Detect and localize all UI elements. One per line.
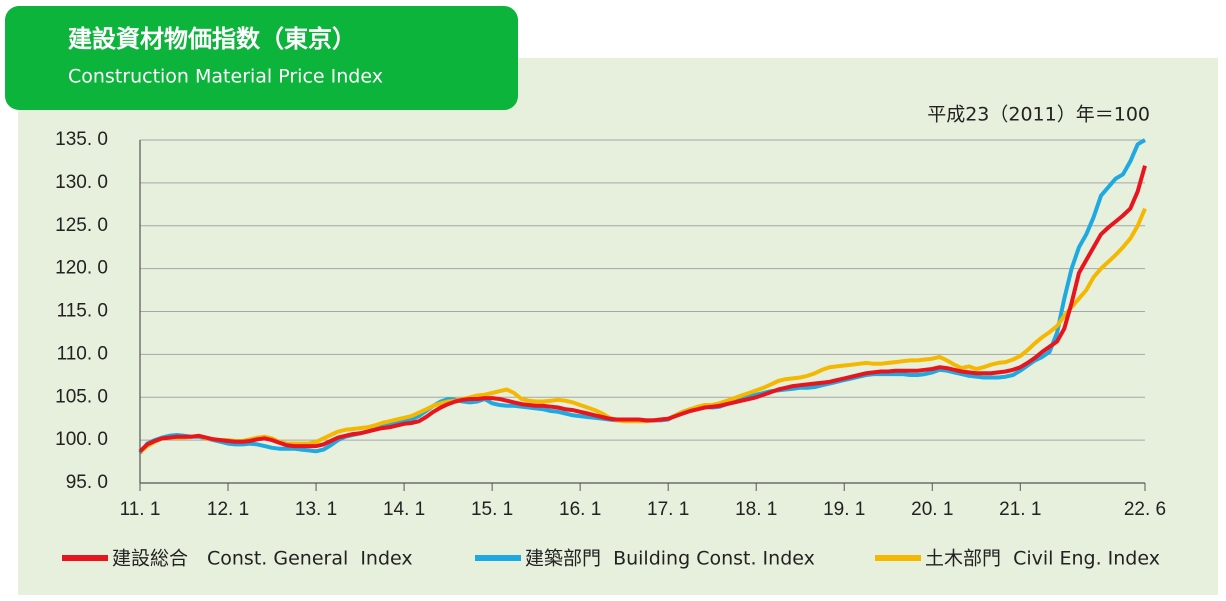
- legend-item: 建設総合 Const. General Index: [62, 548, 413, 570]
- x-tick-label: 13. 1: [295, 499, 337, 520]
- y-tick-label: 125. 0: [55, 215, 108, 236]
- x-tick-label: 14. 1: [383, 499, 425, 520]
- legend-item: 建築部門 Building Const. Index: [475, 548, 815, 570]
- y-tick-label: 120. 0: [55, 258, 108, 279]
- y-tick-label: 135. 0: [55, 129, 108, 150]
- unit-note: 平成23（2011）年＝100: [927, 104, 1150, 126]
- legend-label: 建築部門 Building Const. Index: [525, 548, 815, 570]
- y-tick-label: 105. 0: [55, 386, 108, 407]
- x-tick-label: 19. 1: [823, 499, 865, 520]
- y-tick-label: 110. 0: [57, 343, 108, 364]
- y-tick-label: 95. 0: [66, 472, 108, 493]
- x-tick-label: 22. 6: [1124, 499, 1166, 520]
- x-tick-label: 12. 1: [207, 499, 249, 520]
- header: [5, 6, 518, 110]
- line-series: [138, 165, 1147, 453]
- x-tick-label: 17. 1: [647, 499, 689, 520]
- x-tick-label: 16. 1: [559, 499, 601, 520]
- panel: [18, 58, 1218, 595]
- y-tick-label: 130. 0: [55, 172, 108, 193]
- legend-item: 土木部門 Civil Eng. Index: [875, 548, 1160, 570]
- y-tick-label: 115. 0: [57, 301, 108, 322]
- x-tick-label: 20. 1: [911, 499, 953, 520]
- x-tick-label: 11. 1: [120, 499, 161, 520]
- x-tick-label: 15. 1: [471, 499, 513, 520]
- y-tick-label: 100. 0: [55, 429, 108, 450]
- x-tick-label: 21. 1: [999, 499, 1041, 520]
- chart-subtitle: Construction Material Price Index: [68, 66, 383, 88]
- chart-title: 建設資材物価指数（東京）: [68, 25, 356, 53]
- legend-label: 建設総合 Const. General Index: [112, 548, 413, 570]
- x-tick-label: 18. 1: [735, 499, 777, 520]
- legend-label: 土木部門 Civil Eng. Index: [925, 548, 1160, 570]
